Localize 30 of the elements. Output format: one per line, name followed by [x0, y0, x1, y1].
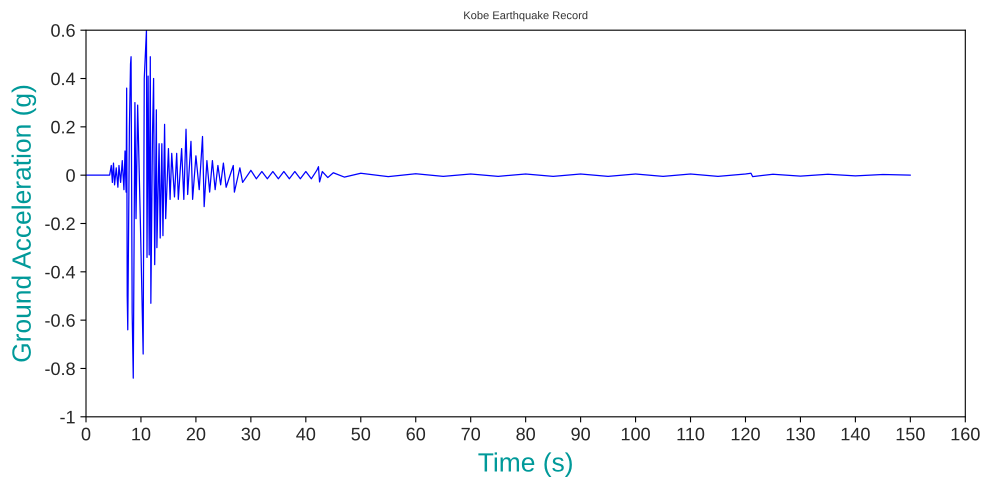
- x-tick-label: 60: [406, 428, 426, 440]
- x-tick-label: 50: [351, 428, 370, 440]
- x-tick-label: 40: [296, 428, 316, 440]
- x-tick-label: 160: [952, 428, 980, 440]
- y-tick-label: 0.2: [51, 120, 75, 134]
- y-tick-label: 0.4: [51, 72, 76, 86]
- x-tick-label: 110: [678, 428, 704, 440]
- x-tick-label: 130: [786, 428, 815, 440]
- x-tick-label: 120: [732, 428, 760, 440]
- y-tick-label: -0.4: [45, 266, 76, 279]
- y-tick-label: 0: [66, 169, 75, 182]
- y-tick-label: 0.6: [51, 24, 75, 37]
- y-tick-label: -0.2: [45, 217, 75, 230]
- x-tick-label: 30: [242, 428, 260, 440]
- x-tick-label: 20: [186, 428, 206, 440]
- x-axis-title: Time (s): [478, 452, 572, 477]
- y-axis-title: Ground Acceleration (g): [12, 86, 36, 362]
- x-tick-label: 90: [571, 428, 590, 440]
- y-tick-label: -0.8: [45, 362, 75, 376]
- line-series: [86, 30, 911, 379]
- x-tick-label: 70: [462, 428, 480, 440]
- x-tick-label: 80: [516, 428, 535, 440]
- chart-title: Kobe Earthquake Record: [464, 11, 588, 22]
- x-tick-label: 100: [622, 428, 650, 440]
- x-tick-label: 150: [896, 428, 925, 440]
- x-tick-label: 0: [82, 428, 90, 440]
- y-tick-label: -0.6: [45, 314, 75, 327]
- x-tick-label: 10: [132, 428, 150, 440]
- y-tick-label: -1: [60, 410, 75, 424]
- x-tick-label: 140: [842, 428, 870, 440]
